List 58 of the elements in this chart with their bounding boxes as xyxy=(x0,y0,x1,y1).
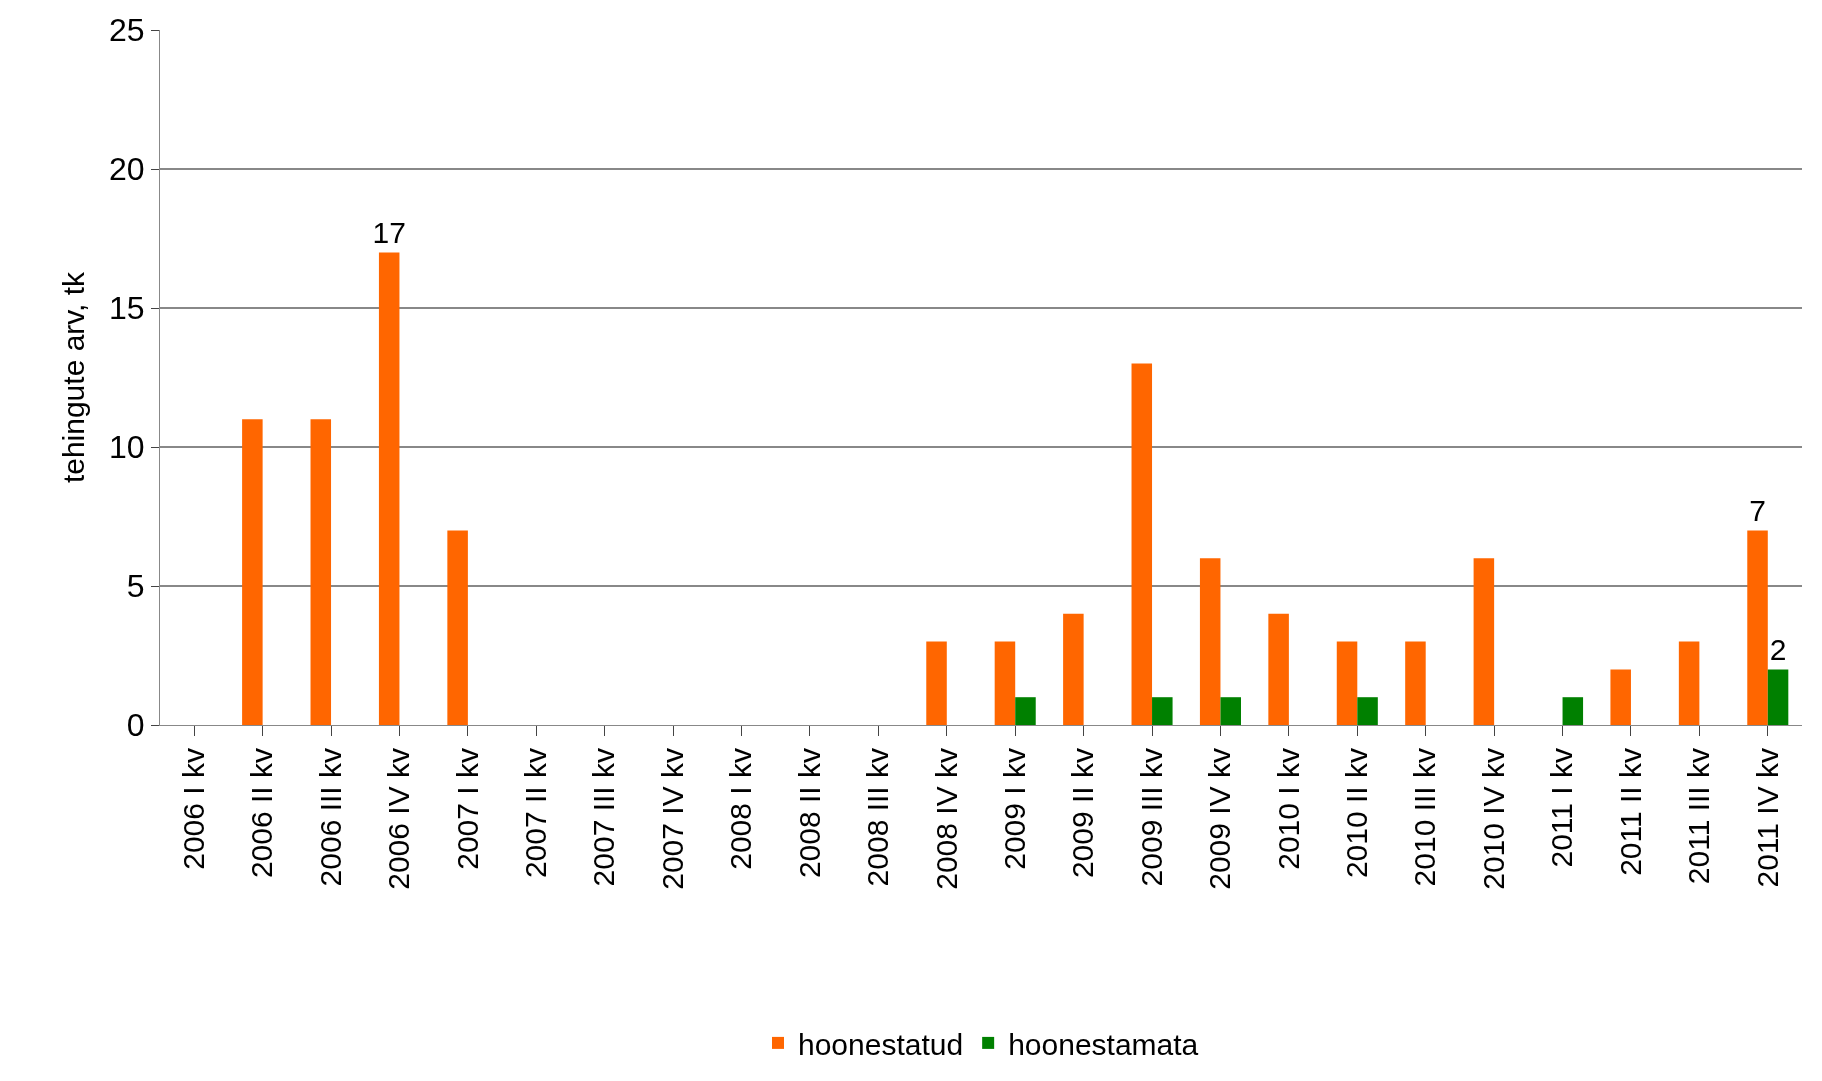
bar xyxy=(1473,558,1495,725)
x-tick-label: 2009 IV kv xyxy=(1203,748,1237,890)
bar xyxy=(1747,530,1768,725)
y-axis-title: tehingute arv, tk xyxy=(57,270,91,484)
x-tick-label: 2011 I kv xyxy=(1545,748,1579,868)
bar xyxy=(1220,697,1241,725)
x-tick-label: 2006 I kv xyxy=(176,748,210,870)
x-tick-label: 2008 III kv xyxy=(861,748,895,887)
x-tick-label: 2007 IV kv xyxy=(655,748,689,890)
bar xyxy=(378,252,400,725)
x-tick-label: 2008 II kv xyxy=(792,748,826,879)
bar xyxy=(1405,641,1426,725)
x-tick-label: 2007 III kv xyxy=(587,748,621,887)
data-label: 17 xyxy=(372,216,406,250)
bar xyxy=(1610,669,1631,725)
y-tick-label: 20 xyxy=(109,151,145,188)
bar xyxy=(1199,558,1221,725)
x-tick-label: 2010 III kv xyxy=(1408,748,1442,887)
bar xyxy=(1767,669,1789,725)
x-tick-label: 2007 II kv xyxy=(519,748,553,879)
bar xyxy=(310,419,332,725)
x-tick-label: 2010 IV kv xyxy=(1476,748,1510,890)
x-tick-label: 2010 I kv xyxy=(1271,748,1305,870)
x-tick-label: 2010 II kv xyxy=(1340,748,1374,879)
x-tick-label: 2009 I kv xyxy=(997,748,1031,870)
bar xyxy=(1063,613,1084,725)
x-tick-label: 2007 I kv xyxy=(450,748,484,870)
x-tick-label: 2011 III kv xyxy=(1682,748,1716,885)
y-tick-label: 25 xyxy=(109,12,145,49)
x-tick-label: 2009 III kv xyxy=(1134,748,1168,887)
data-label: 7 xyxy=(1749,494,1766,528)
y-tick-label: 15 xyxy=(109,290,145,327)
y-tick-label: 0 xyxy=(126,707,145,744)
x-tick-label: 2008 I kv xyxy=(724,748,758,870)
y-tick-label: 10 xyxy=(109,429,145,466)
bar xyxy=(1357,697,1378,725)
x-tick-label: 2009 II kv xyxy=(1066,748,1100,879)
x-tick-label: 2006 IV kv xyxy=(382,748,416,890)
legend-label: hoonestatud xyxy=(798,1027,964,1061)
legend-label: hoonestamata xyxy=(1008,1027,1199,1061)
bar xyxy=(1268,613,1289,725)
bar xyxy=(1131,363,1153,725)
x-tick-label: 2011 IV kv xyxy=(1750,748,1784,888)
x-tick-label: 2006 III kv xyxy=(313,748,347,887)
y-tick-label: 5 xyxy=(126,568,145,605)
bar xyxy=(926,641,947,725)
bar xyxy=(447,530,468,725)
bar xyxy=(994,641,1016,725)
bar xyxy=(1015,697,1036,725)
bar xyxy=(1336,641,1358,725)
x-tick-label: 2008 IV kv xyxy=(929,748,963,890)
bar xyxy=(1562,697,1584,725)
bar xyxy=(1152,697,1173,725)
x-tick-label: 2006 II kv xyxy=(245,748,279,879)
bar xyxy=(242,419,263,725)
data-label: 2 xyxy=(1769,633,1787,667)
x-tick-label: 2011 II kv xyxy=(1613,748,1647,876)
bar xyxy=(1678,641,1700,725)
